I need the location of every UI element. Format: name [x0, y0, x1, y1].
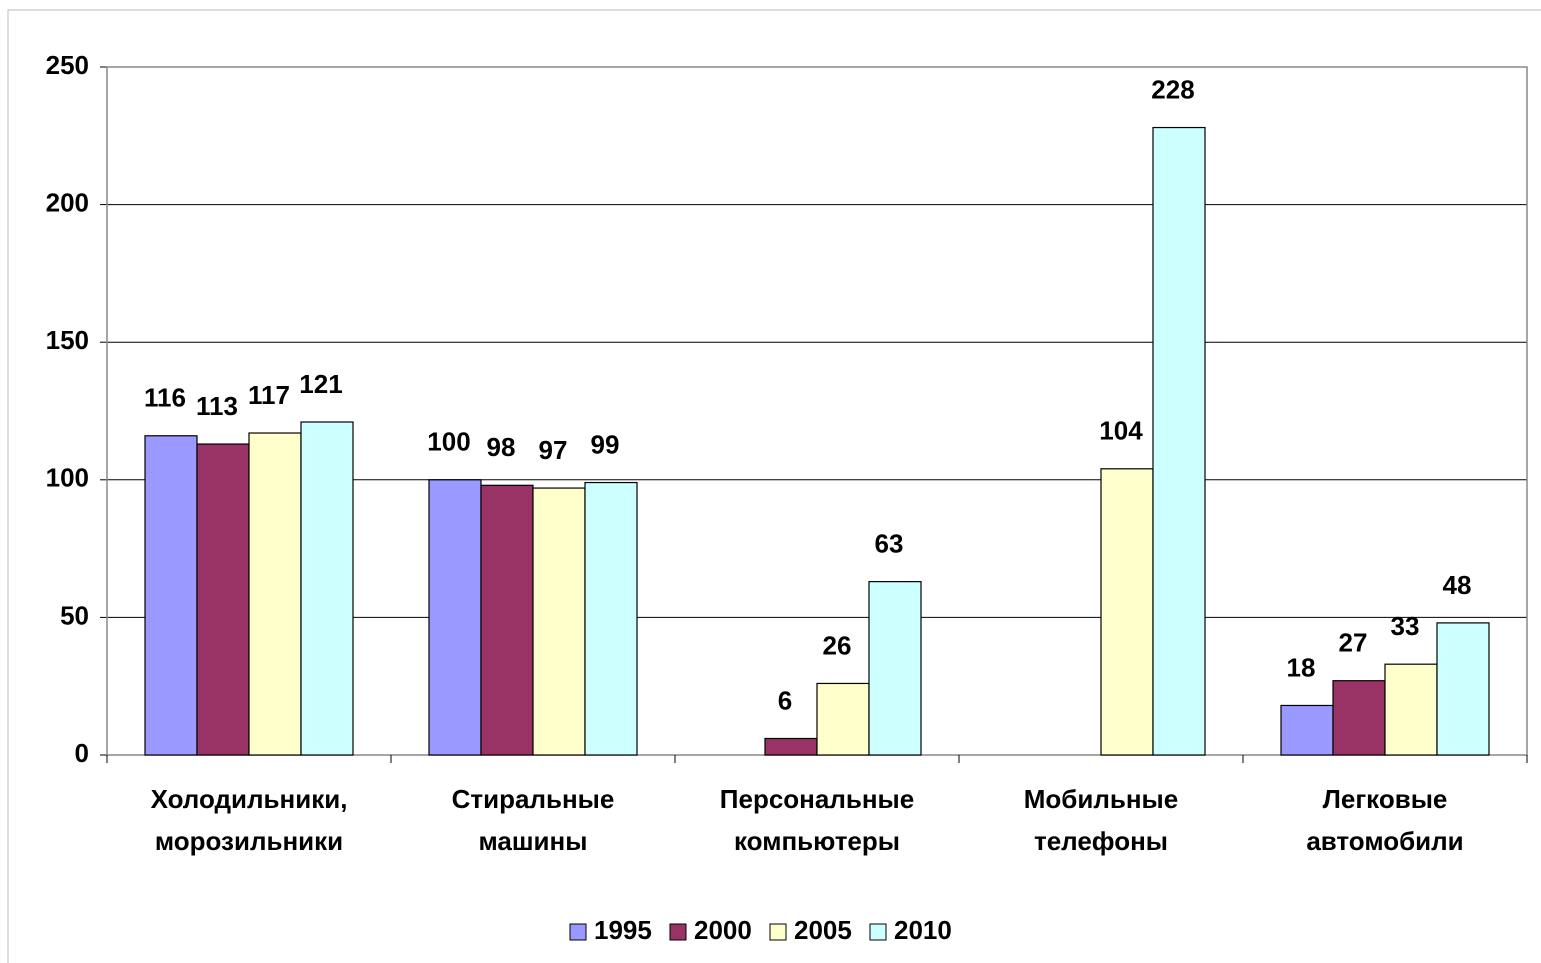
x-tick-label: Мобильные телефоны — [1024, 784, 1178, 856]
bar — [1436, 622, 1490, 756]
bar — [144, 435, 198, 756]
y-tick-label: 150 — [46, 325, 89, 355]
legend-swatch — [569, 923, 587, 941]
data-label: 18 — [1287, 652, 1316, 682]
bar — [1332, 680, 1386, 756]
data-label: 63 — [875, 528, 904, 558]
legend-label: 2010 — [894, 915, 952, 945]
bar — [1100, 468, 1154, 756]
bar — [816, 682, 870, 756]
data-label: 26 — [823, 630, 852, 660]
legend-swatch — [869, 923, 887, 941]
legend-label: 1995 — [594, 915, 652, 945]
bar — [764, 737, 818, 756]
y-tick-label: 0 — [75, 738, 89, 768]
bar — [428, 479, 482, 756]
y-tick-label: 50 — [60, 600, 89, 630]
legend-label: 2005 — [794, 915, 852, 945]
bar — [1384, 663, 1438, 756]
x-tick-label: Стиральные машины — [452, 784, 615, 856]
data-label: 6 — [778, 685, 792, 715]
data-label: 33 — [1391, 611, 1420, 641]
x-tick-label: Холодильники, морозильники — [151, 784, 348, 856]
data-label: 97 — [539, 435, 568, 465]
bar — [868, 581, 922, 756]
bar — [584, 481, 638, 756]
data-label: 113 — [196, 391, 238, 421]
y-tick-label: 100 — [46, 463, 89, 493]
data-label: 98 — [487, 432, 516, 462]
bar — [1280, 704, 1334, 756]
bar — [532, 487, 586, 756]
data-label: 48 — [1443, 570, 1472, 600]
y-tick-label: 200 — [46, 187, 89, 217]
data-label: 121 — [299, 369, 342, 399]
x-tick-label: Персональные компьютеры — [720, 784, 914, 856]
bar — [196, 443, 250, 756]
data-label: 117 — [248, 380, 290, 410]
chart-frame — [7, 9, 1541, 963]
bar — [248, 432, 302, 756]
legend-swatch — [769, 923, 787, 941]
data-label: 100 — [427, 427, 470, 457]
data-label: 104 — [1099, 416, 1143, 446]
bar — [1152, 126, 1206, 756]
bar — [480, 484, 534, 756]
data-label: 99 — [591, 429, 620, 459]
data-label: 116 — [144, 383, 186, 413]
x-tick-label: Легковые автомобили — [1306, 784, 1463, 856]
legend-label: 2000 — [694, 915, 752, 945]
bar — [300, 421, 354, 756]
y-tick-label: 250 — [46, 50, 89, 80]
data-label: 228 — [1151, 74, 1194, 104]
legend-swatch — [669, 923, 687, 941]
data-label: 27 — [1339, 628, 1368, 658]
